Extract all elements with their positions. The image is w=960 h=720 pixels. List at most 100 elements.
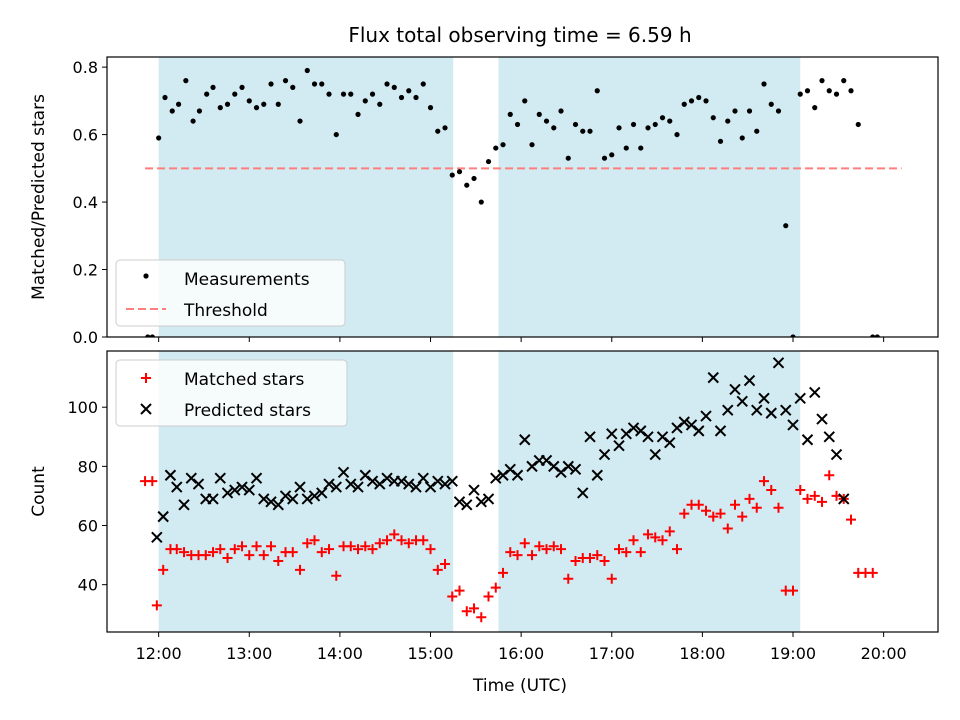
data-point (156, 135, 162, 141)
legend-marker (141, 373, 151, 383)
data-point (801, 434, 814, 446)
data-point (548, 541, 559, 552)
data-point (352, 481, 364, 493)
data-point (512, 550, 523, 561)
data-point (324, 544, 335, 555)
data-point (696, 94, 702, 101)
data-point (766, 485, 777, 496)
data-point (308, 490, 321, 502)
data-point (331, 570, 342, 581)
data-point (693, 499, 704, 510)
data-point (490, 472, 502, 484)
data-point (237, 541, 248, 552)
data-point (374, 538, 385, 549)
data-point (251, 541, 262, 552)
data-point (577, 487, 589, 499)
data-point (710, 115, 716, 121)
data-point (780, 404, 792, 416)
data-point (360, 541, 371, 552)
data-point (672, 544, 683, 555)
data-point (870, 334, 876, 337)
y-tick-label: 0.0 (73, 328, 98, 347)
data-point (330, 481, 342, 493)
data-point (623, 145, 629, 151)
data-point (773, 502, 784, 513)
data-point (353, 544, 364, 555)
data-point (794, 392, 806, 405)
data-point (337, 466, 350, 478)
data-point (606, 573, 617, 584)
data-point (584, 431, 596, 443)
data-point (253, 105, 260, 111)
data-point (275, 101, 281, 107)
x-tick-label: 20:00 (861, 644, 907, 663)
data-point (221, 487, 234, 499)
count-panel: 40 60 80 100 12:00 13:00 14:00 15:00 16:00 17:00 1… (29, 350, 939, 663)
data-point (707, 371, 719, 384)
data-point (708, 511, 719, 522)
data-point (826, 88, 832, 94)
data-point (562, 460, 574, 473)
data-point (761, 81, 767, 87)
data-point (273, 556, 284, 567)
data-point (551, 125, 557, 131)
data-point (642, 431, 654, 443)
data-point (482, 493, 495, 505)
data-point (196, 108, 203, 114)
chart-title: Flux total observing time = 6.59 h (348, 23, 691, 47)
data-point (158, 564, 169, 575)
y-tick-label: 100 (67, 398, 98, 417)
data-point (210, 84, 216, 90)
data-point (498, 567, 509, 578)
data-point (678, 416, 690, 428)
data-point (382, 535, 393, 546)
data-point (730, 499, 741, 510)
data-point (693, 425, 705, 437)
data-point (867, 567, 878, 578)
data-point (232, 91, 238, 97)
data-point (746, 108, 753, 114)
y-tick-label: 0.4 (73, 193, 98, 212)
data-point (377, 101, 383, 107)
legend-marker (143, 273, 149, 279)
data-point (287, 493, 299, 505)
data-point (381, 472, 393, 484)
data-point (609, 152, 615, 158)
data-point (585, 553, 596, 564)
data-point (490, 582, 501, 593)
legend: Measurements Threshold (115, 259, 346, 327)
data-point (145, 334, 151, 337)
data-point (768, 101, 774, 107)
data-point (729, 383, 741, 396)
data-point (765, 407, 777, 419)
data-point (616, 125, 622, 131)
data-point (192, 478, 205, 490)
data-point (795, 485, 806, 496)
data-point (649, 448, 661, 461)
y-tick-label: 0.2 (73, 261, 98, 280)
data-point (736, 395, 748, 407)
data-point (149, 334, 155, 337)
data-point (215, 544, 226, 555)
data-point (439, 478, 451, 490)
data-point (456, 169, 463, 175)
x-axis-label: Time (UTC) (472, 676, 567, 696)
data-point (164, 469, 177, 481)
data-point (601, 155, 608, 161)
data-point (279, 490, 292, 502)
data-point (442, 125, 448, 131)
data-point (621, 547, 632, 558)
x-tick-label: 19:00 (770, 644, 816, 663)
data-point (591, 469, 603, 481)
data-point (302, 538, 313, 549)
data-point (823, 431, 835, 443)
data-point (171, 481, 183, 493)
data-point (309, 535, 320, 546)
data-point (775, 108, 782, 114)
data-point (468, 484, 480, 496)
data-point (751, 404, 763, 416)
x-tick-label: 12:00 (136, 644, 182, 663)
data-point (261, 101, 267, 107)
data-point (838, 493, 850, 505)
data-point (301, 493, 313, 505)
